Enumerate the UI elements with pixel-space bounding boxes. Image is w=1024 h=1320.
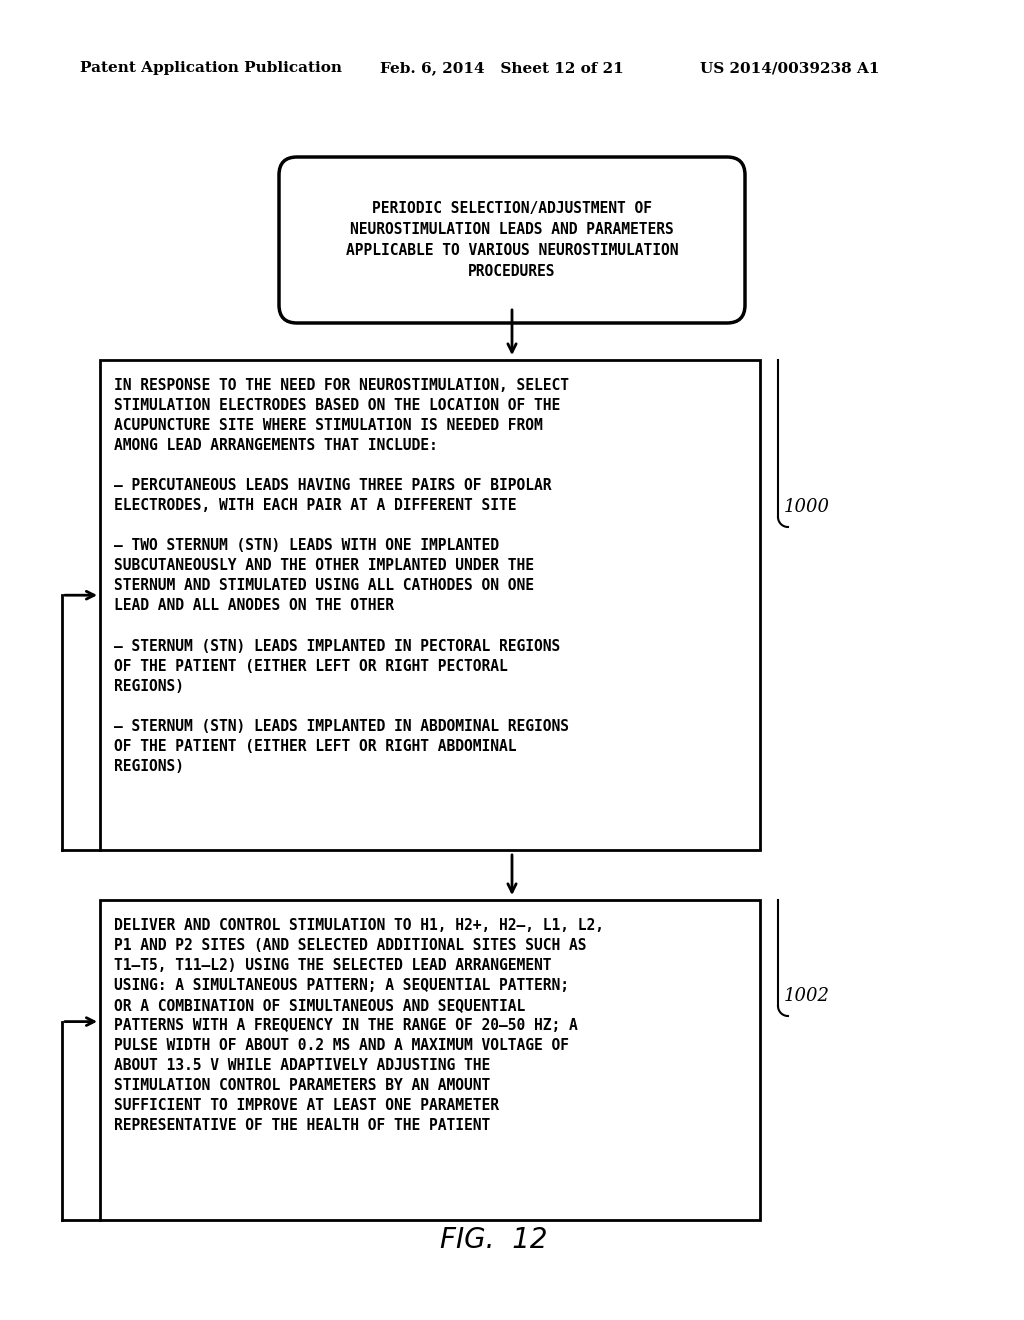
Bar [100, 360, 760, 850]
Bar [100, 900, 760, 1220]
Text: FIG.  12: FIG. 12 [440, 1226, 548, 1254]
Text: Feb. 6, 2014   Sheet 12 of 21: Feb. 6, 2014 Sheet 12 of 21 [380, 61, 624, 75]
Text: 1000: 1000 [784, 498, 830, 516]
Text: IN RESPONSE TO THE NEED FOR NEUROSTIMULATION, SELECT
STIMULATION ELECTRODES BASE: IN RESPONSE TO THE NEED FOR NEUROSTIMULA… [114, 378, 569, 774]
Text: 1002: 1002 [784, 987, 830, 1005]
Text: DELIVER AND CONTROL STIMULATION TO H1, H2+, H2–, L1, L2,
P1 AND P2 SITES (AND SE: DELIVER AND CONTROL STIMULATION TO H1, H… [114, 917, 604, 1134]
Text: PERIODIC SELECTION/ADJUSTMENT OF
NEUROSTIMULATION LEADS AND PARAMETERS
APPLICABL: PERIODIC SELECTION/ADJUSTMENT OF NEUROST… [346, 201, 678, 279]
FancyBboxPatch shape [279, 157, 745, 323]
Text: Patent Application Publication: Patent Application Publication [80, 61, 342, 75]
Text: US 2014/0039238 A1: US 2014/0039238 A1 [700, 61, 880, 75]
